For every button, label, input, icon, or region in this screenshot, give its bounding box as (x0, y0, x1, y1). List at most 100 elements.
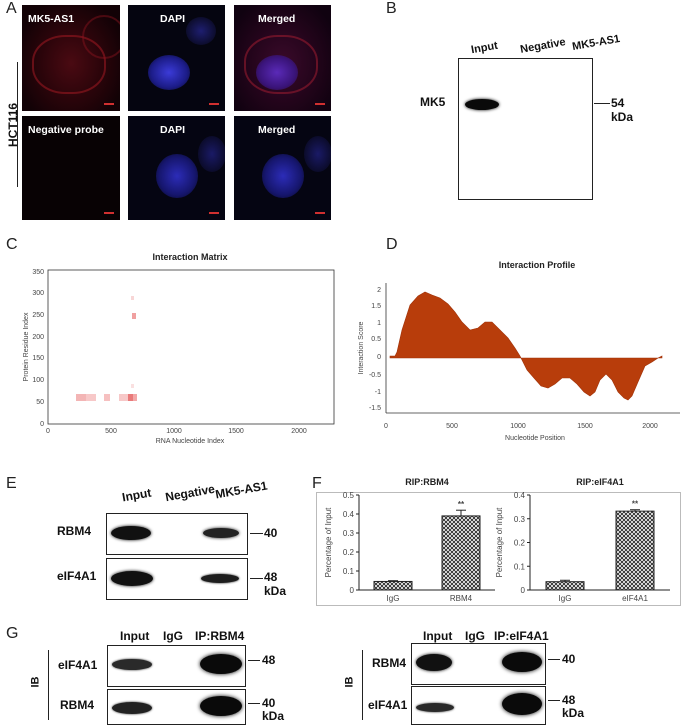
y-tick-label: 0.4 (514, 491, 526, 500)
band-g-right-rbm4-ip (502, 652, 542, 672)
panel-label-b: B (386, 0, 397, 17)
matrix-ylabel: Protein Residue Index (23, 312, 30, 381)
svg-text:2: 2 (377, 287, 381, 294)
svg-text:1.5: 1.5 (371, 303, 381, 310)
svg-text:1500: 1500 (577, 423, 593, 430)
significance-mark: ** (458, 500, 465, 509)
profile-title: Interaction Profile (499, 260, 576, 270)
bar-igg (373, 580, 413, 591)
western-blot-g-right-eif4a1 (411, 686, 546, 725)
svg-text:2000: 2000 (642, 423, 658, 430)
mw-label-40-g-left: 40 (262, 696, 276, 710)
mw-label-48-g-right: 48 (562, 693, 576, 707)
matrix-xticks: 0 500 1000 1500 2000 (46, 428, 307, 435)
y-tick-label: 0.4 (343, 510, 355, 519)
micrograph-dapi-top: DAPI (128, 5, 225, 111)
bar-eif4a1 (615, 510, 655, 591)
band-g-left-eif4a1-ip (200, 654, 242, 674)
micrograph-dapi-bottom: DAPI (128, 116, 225, 220)
lane-label-input-g-left: Input (120, 629, 150, 643)
svg-text:1000: 1000 (166, 428, 182, 435)
row-label-g-right-rbm4: RBM4 (372, 656, 407, 670)
label-mk5-as1: MK5-AS1 (28, 13, 75, 25)
svg-text:100: 100 (32, 377, 44, 384)
mw-tick-40-g-left (248, 703, 260, 704)
lane-label-ip-eif4a1: IP:eIF4A1 (494, 629, 549, 643)
svg-text:2000: 2000 (291, 428, 307, 435)
band-g-right-rbm4-input (416, 654, 452, 671)
mw-tick-40-e (250, 533, 263, 534)
lane-label-ip-rbm4: IP:RBM4 (195, 629, 245, 643)
svg-text:150: 150 (32, 355, 44, 362)
band-eif4a1-input (111, 571, 153, 586)
significance-mark: ** (632, 500, 639, 509)
mw-unit-g-left: kDa (262, 709, 285, 723)
band-mk5-input (465, 99, 499, 110)
mw-unit-b: kDa (611, 110, 634, 124)
row-label-mk5: MK5 (420, 95, 446, 109)
ib-label-right: IB (343, 676, 356, 688)
svg-text:0: 0 (377, 354, 381, 361)
row-label-rbm4-e: RBM4 (57, 524, 92, 538)
y-axis-label: Percentage of Input (495, 507, 504, 578)
rip-panel-frame (316, 492, 681, 606)
x-tick-label: RBM4 (450, 594, 473, 603)
row-label-g-left-rbm4: RBM4 (60, 698, 95, 712)
y-tick-label: 0.1 (514, 562, 526, 571)
mw-tick-48-e (250, 578, 263, 579)
profile-xticks: 0 500 1000 1500 2000 (384, 423, 658, 430)
western-blot-g-left-eif4a1 (107, 645, 246, 687)
mw-label-40-g-right: 40 (562, 652, 576, 666)
panel-label-d: D (386, 236, 398, 253)
micrograph-negative-probe: Negative probe (22, 116, 120, 220)
band-g-left-rbm4-input (112, 702, 152, 714)
band-rbm4-mk5-as1 (203, 528, 239, 538)
mw-tick-48-g-left (248, 660, 260, 661)
svg-text:200: 200 (32, 334, 44, 341)
svg-text:0: 0 (384, 423, 388, 430)
rip-chart-rbm4: RIP:RBM4 0 0.1 0.2 0.3 0.4 0.5 Percentage of In… (324, 477, 495, 603)
western-blot-g-left-rbm4 (107, 689, 246, 725)
svg-text:300: 300 (32, 290, 44, 297)
ib-bracket-left (48, 650, 49, 720)
svg-text:50: 50 (36, 399, 44, 406)
svg-text:500: 500 (446, 423, 458, 430)
rip-chart-title: RIP:eIF4A1 (576, 477, 624, 487)
bar-rbm4 (441, 515, 481, 591)
y-tick-label: 0.3 (514, 515, 526, 524)
band-eif4a1-mk5-as1 (201, 574, 239, 583)
profile-ylabel: Interaction Score (358, 321, 365, 374)
label-merged-bottom: Merged (258, 124, 296, 136)
y-tick-label: 0 (350, 586, 355, 595)
bar-igg (545, 581, 585, 591)
svg-text:-1: -1 (375, 389, 381, 396)
western-blot-e-rbm4 (106, 513, 248, 555)
x-tick-label: eIF4A1 (622, 594, 648, 603)
y-tick-label: 0.2 (514, 539, 526, 548)
y-tick-label: 0 (521, 586, 526, 595)
band-rbm4-input (111, 526, 151, 540)
profile-xlabel: Nucleotide Position (505, 435, 565, 442)
svg-text:0: 0 (40, 421, 44, 428)
mw-tick-48-g-right (548, 700, 560, 701)
row-label-eif4a1-e: eIF4A1 (57, 569, 97, 583)
western-blot-e-eif4a1 (106, 558, 248, 600)
band-g-right-eif4a1-input (416, 703, 454, 712)
western-blot-b (458, 58, 593, 200)
matrix-yticks: 0 50 100 150 200 250 300 350 (32, 269, 44, 428)
lane-label-input-g-right: Input (423, 629, 453, 643)
svg-text:250: 250 (32, 312, 44, 319)
matrix-xlabel: RNA Nucleotide Index (156, 438, 225, 445)
mw-unit-e: kDa (264, 584, 287, 598)
lane-label-igg-g-right: IgG (465, 629, 485, 643)
svg-text:500: 500 (105, 428, 117, 435)
mw-tick-54 (594, 103, 610, 104)
row-label-g-right-eif4a1: eIF4A1 (368, 698, 408, 712)
svg-text:-1.5: -1.5 (369, 405, 381, 412)
x-tick-label: IgG (559, 594, 572, 603)
svg-text:350: 350 (32, 269, 44, 276)
y-tick-label: 0.2 (343, 548, 355, 557)
panel-label-c: C (6, 236, 18, 253)
hct116-bracket-line (17, 62, 18, 187)
